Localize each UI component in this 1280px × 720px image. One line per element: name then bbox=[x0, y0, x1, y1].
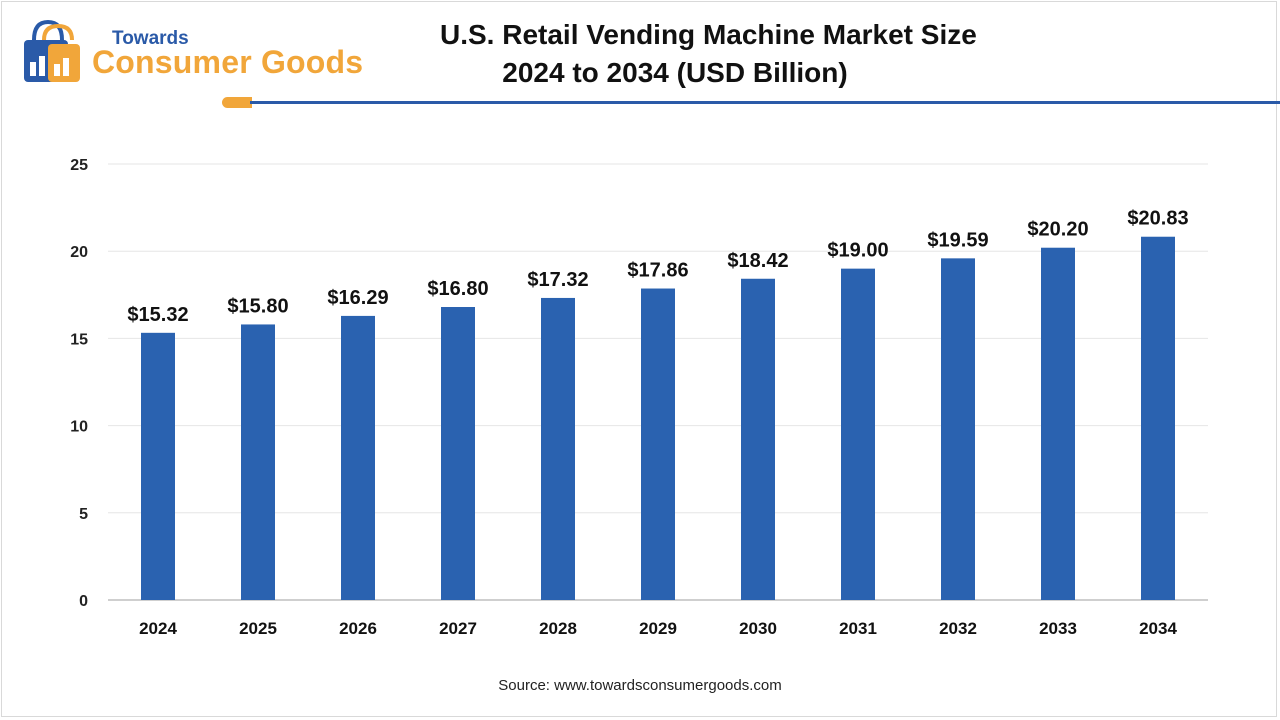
x-tick-label: 2028 bbox=[539, 619, 577, 638]
bar bbox=[341, 315, 375, 600]
x-tick-label: 2025 bbox=[239, 619, 277, 638]
bar bbox=[741, 278, 775, 600]
bar bbox=[1141, 236, 1175, 600]
data-label: $17.32 bbox=[527, 269, 588, 291]
header-rule-tab bbox=[222, 97, 252, 108]
bar bbox=[241, 324, 275, 600]
shopping-bag-icon bbox=[24, 19, 80, 82]
y-tick-label: 0 bbox=[79, 593, 88, 610]
bar bbox=[541, 297, 575, 600]
data-label: $15.80 bbox=[227, 295, 288, 317]
y-tick-label: 5 bbox=[79, 506, 88, 523]
data-labels: $15.32 $15.80 $16.29 $16.80 $17.32 $17.86 $18.… bbox=[127, 208, 1188, 326]
bar bbox=[841, 268, 875, 600]
bar bbox=[1041, 247, 1075, 600]
y-tick-label: 25 bbox=[70, 157, 88, 174]
y-tick-label: 15 bbox=[70, 331, 88, 348]
header-rule bbox=[250, 101, 1280, 104]
x-tick-label: 2031 bbox=[839, 619, 877, 638]
bar bbox=[441, 307, 475, 600]
y-axis-ticks: 0 5 10 15 20 25 bbox=[70, 157, 88, 610]
y-tick-label: 20 bbox=[70, 244, 88, 261]
bar bbox=[941, 258, 975, 600]
x-axis-ticks: 2024 2025 2026 2027 2028 2029 2030 2031 2032 2033… bbox=[139, 619, 1177, 638]
data-label: $19.59 bbox=[927, 229, 988, 251]
bars bbox=[141, 236, 1175, 600]
source-note: Source: www.towardsconsumergoods.com bbox=[498, 677, 782, 694]
chart-title-line-1: U.S. Retail Vending Machine Market Size bbox=[440, 19, 977, 50]
bar bbox=[141, 332, 175, 600]
x-tick-label: 2024 bbox=[139, 619, 177, 638]
x-tick-label: 2026 bbox=[339, 619, 377, 638]
x-tick-label: 2033 bbox=[1039, 619, 1077, 638]
brand-logo: Towards Consumer Goods bbox=[18, 18, 368, 88]
x-tick-label: 2027 bbox=[439, 619, 477, 638]
data-label: $18.42 bbox=[727, 250, 788, 272]
chart-title: U.S. Retail Vending Machine Market Size … bbox=[440, 16, 977, 92]
chart-title-line-2: 2024 to 2034 (USD Billion) bbox=[502, 57, 848, 88]
bar bbox=[641, 288, 675, 600]
data-label: $16.80 bbox=[427, 278, 488, 300]
data-label: $19.00 bbox=[827, 240, 888, 262]
x-tick-label: 2029 bbox=[639, 619, 677, 638]
logo-text-small: Towards bbox=[112, 28, 189, 49]
data-label: $15.32 bbox=[127, 304, 188, 326]
logo-text-large: Consumer Goods bbox=[92, 44, 364, 80]
data-label: $17.86 bbox=[627, 260, 688, 282]
data-label: $16.29 bbox=[327, 287, 388, 309]
x-tick-label: 2030 bbox=[739, 619, 777, 638]
x-tick-label: 2034 bbox=[1139, 619, 1177, 638]
data-label: $20.20 bbox=[1027, 219, 1088, 241]
data-label: $20.83 bbox=[1127, 208, 1188, 230]
x-tick-label: 2032 bbox=[939, 619, 977, 638]
y-tick-label: 10 bbox=[70, 419, 88, 436]
